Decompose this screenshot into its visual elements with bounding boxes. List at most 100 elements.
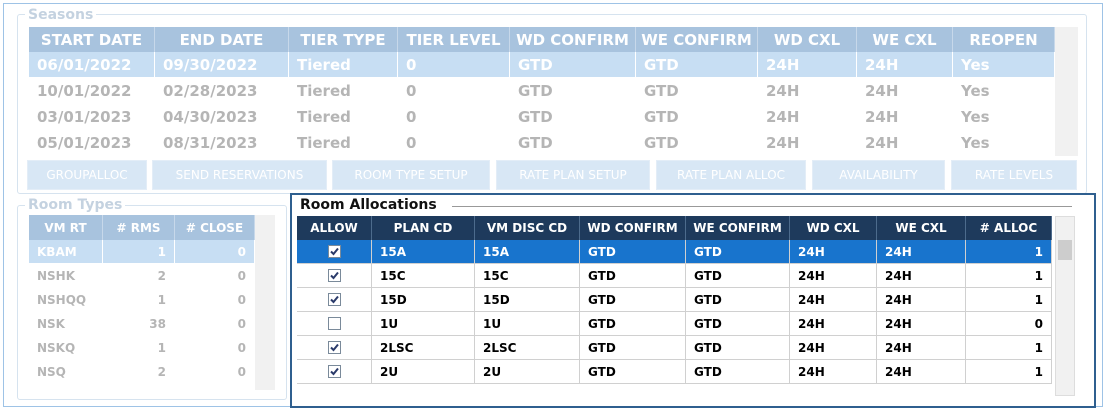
checkbox-cell — [297, 312, 372, 336]
table-cell: NSKQ — [29, 336, 103, 360]
table-cell: 2U — [372, 360, 475, 384]
table-cell: GTD — [580, 288, 686, 312]
button[interactable]: SEND RESERVATIONS — [152, 160, 327, 190]
checkbox-cell — [297, 240, 372, 264]
scrollbar — [255, 215, 275, 390]
table-cell: 2LSC — [475, 336, 580, 360]
table-cell: GTD — [636, 104, 758, 130]
table-cell: GTD — [686, 336, 790, 360]
table-cell: 24H — [877, 360, 966, 384]
scroll-thumb — [1058, 240, 1072, 260]
table-cell: GTD — [686, 288, 790, 312]
table-cell: 24H — [857, 104, 953, 130]
column-header: WE CXL — [877, 216, 966, 240]
table-cell: 24H — [877, 240, 966, 264]
table-cell: 1 — [103, 288, 175, 312]
table-cell: 15C — [372, 264, 475, 288]
table-cell: 2 — [103, 264, 175, 288]
column-header: WE CONFIRM — [636, 27, 758, 52]
table-cell: 0 — [175, 288, 255, 312]
checkbox[interactable] — [327, 317, 341, 330]
column-header: WD CONFIRM — [510, 27, 636, 52]
table-cell: 2U — [475, 360, 580, 384]
table-cell: Yes — [953, 130, 1055, 156]
button[interactable]: RATE PLAN ALLOC — [656, 160, 806, 190]
table-cell: 05/01/2023 — [29, 130, 155, 156]
table-cell: 24H — [790, 240, 877, 264]
table-cell: 15C — [475, 264, 580, 288]
table-cell: NSHK — [29, 264, 103, 288]
table-cell: 24H — [790, 336, 877, 360]
table-cell: 24H — [877, 312, 966, 336]
table-cell: 0 — [398, 130, 510, 156]
column-header: VM DISC CD — [475, 216, 580, 240]
table-cell: GTD — [580, 240, 686, 264]
checkbox[interactable] — [327, 365, 341, 378]
table-cell: 24H — [790, 288, 877, 312]
table-cell: 1U — [475, 312, 580, 336]
table-cell: Yes — [953, 104, 1055, 130]
column-header: ALLOW — [297, 216, 372, 240]
column-header: WE CXL — [857, 27, 953, 52]
grid-viewport: ALLOW PLAN CD VM DISC CD WD CONFIRM WE CONFI… — [297, 216, 1053, 400]
button[interactable]: AVAILABILITY — [812, 160, 945, 190]
checkbox[interactable] — [327, 269, 341, 282]
column-header: # ALLOC — [966, 216, 1052, 240]
table-cell: NSK — [29, 312, 103, 336]
table-cell: 15D — [372, 288, 475, 312]
table-cell: GTD — [510, 130, 636, 156]
button[interactable]: RATE PLAN SETUP — [496, 160, 650, 190]
table-cell: 24H — [758, 52, 857, 78]
table-cell: 2 — [103, 360, 175, 384]
title-rule — [452, 206, 1072, 207]
table-cell: Tiered — [289, 130, 398, 156]
room-types-title: Room Types — [25, 197, 126, 213]
table-cell: 1 — [103, 240, 175, 264]
table-cell: 38 — [103, 312, 175, 336]
room-allocations-title: Room Allocations — [300, 197, 437, 213]
scrollbar — [1055, 27, 1078, 156]
column-header: VM RT — [29, 215, 103, 240]
checkbox[interactable] — [327, 245, 341, 258]
column-header: END DATE — [155, 27, 289, 52]
checkbox[interactable] — [327, 341, 341, 354]
table-cell: GTD — [686, 312, 790, 336]
checkbox-cell — [297, 288, 372, 312]
table-cell: Tiered — [289, 104, 398, 130]
table-cell: 1 — [966, 360, 1052, 384]
table-cell: 0 — [398, 78, 510, 104]
table-cell: 0 — [398, 104, 510, 130]
column-header: WD CXL — [790, 216, 877, 240]
checkbox-cell — [297, 360, 372, 384]
column-header: TIER LEVEL — [398, 27, 510, 52]
column-header: # RMS — [103, 215, 175, 240]
table-cell: NSHQQ — [29, 288, 103, 312]
table-cell: 24H — [758, 130, 857, 156]
table-cell: 1 — [966, 336, 1052, 360]
table-cell: GTD — [636, 78, 758, 104]
table-cell: 0 — [175, 264, 255, 288]
table-cell: GTD — [580, 360, 686, 384]
button[interactable]: GROUPALLOC — [27, 160, 147, 190]
table-cell: 24H — [790, 312, 877, 336]
table-cell: Yes — [953, 52, 1055, 78]
column-header: WE CONFIRM — [686, 216, 790, 240]
table-cell: Tiered — [289, 52, 398, 78]
table-cell: 1 — [966, 240, 1052, 264]
room-types-group — [17, 205, 287, 400]
table-cell: GTD — [686, 360, 790, 384]
table-cell: 15A — [475, 240, 580, 264]
table-cell: 24H — [877, 264, 966, 288]
table-cell: 0 — [175, 360, 255, 384]
checkbox[interactable] — [327, 293, 341, 306]
table-cell: Tiered — [289, 78, 398, 104]
table-cell: 15A — [372, 240, 475, 264]
button[interactable]: RATE LEVELS — [951, 160, 1077, 190]
table-cell: 04/30/2023 — [155, 104, 289, 130]
button[interactable]: ROOM TYPE SETUP — [332, 160, 490, 190]
table-cell: 08/31/2023 — [155, 130, 289, 156]
table-cell: 24H — [877, 336, 966, 360]
table-cell: 24H — [790, 264, 877, 288]
column-header: WD CXL — [758, 27, 857, 52]
table-cell: 24H — [857, 78, 953, 104]
